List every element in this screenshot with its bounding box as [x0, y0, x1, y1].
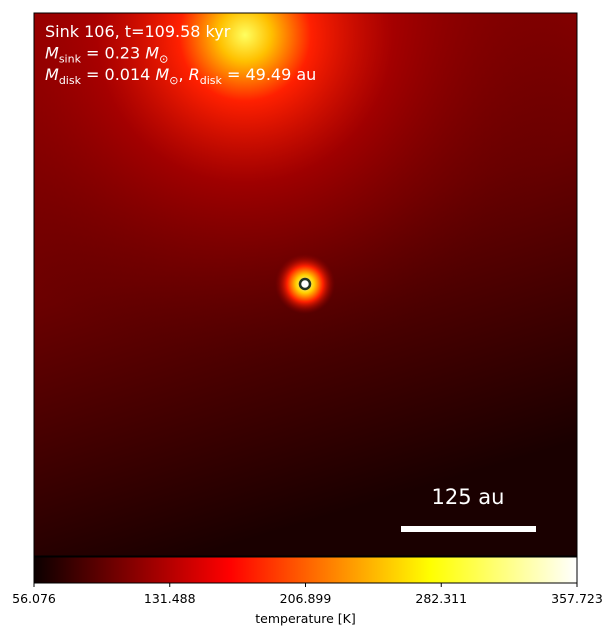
colorbar-tick-label: 131.488 [144, 591, 196, 606]
annotation: Mdisk = 0.014 M⊙, Rdisk = 49.49 au [45, 65, 316, 87]
annotation-part: ⊙ [159, 53, 168, 66]
annotation-part: = 49.49 au [222, 65, 316, 84]
annotation: Sink 106, t=109.58 kyr [45, 22, 231, 41]
colorbar-tick-label: 357.723 [551, 591, 603, 606]
annotation-part: , [178, 65, 188, 84]
annotation-part: = 0.23 [81, 44, 145, 63]
annotation-part: ⊙ [169, 74, 178, 87]
annotation-part: R [189, 65, 200, 84]
scale-bar-label: 125 au [432, 485, 505, 509]
colorbar-label: temperature [K] [255, 611, 356, 626]
image-frame [33, 12, 578, 557]
colorbar-tick-label: 282.311 [415, 591, 467, 606]
annotation: Msink = 0.23 M⊙ [45, 44, 168, 66]
annotation-part: sink [59, 53, 82, 66]
colorbar-tick-label: 206.899 [280, 591, 332, 606]
annotation-part: Sink 106, t=109.58 kyr [45, 22, 231, 41]
image [33, 12, 578, 557]
annotation-part: M [45, 65, 59, 84]
annotation-part: disk [59, 74, 82, 87]
colorbar [33, 556, 578, 584]
annotation-part: = 0.014 [81, 65, 155, 84]
sink-marker [298, 277, 312, 291]
annotation-part: M [155, 65, 169, 84]
annotation-part: M [45, 44, 59, 63]
annotation-part: M [145, 44, 159, 63]
scale-bar [401, 526, 536, 532]
annotation-part: disk [200, 74, 223, 87]
colorbar-tick-label: 56.076 [12, 591, 56, 606]
